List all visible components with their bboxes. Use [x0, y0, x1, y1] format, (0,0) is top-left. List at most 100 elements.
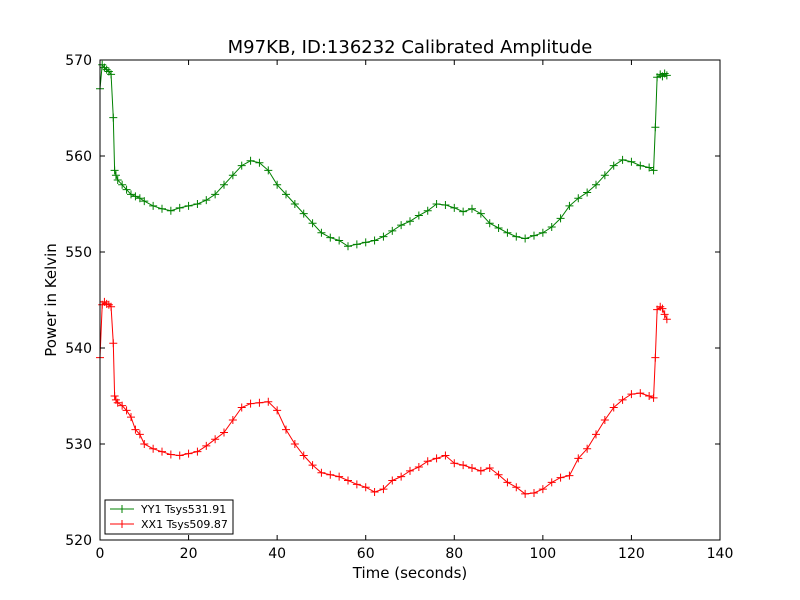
data-point: [166, 450, 175, 459]
data-point: [565, 201, 574, 210]
data-point: [627, 390, 636, 399]
data-point: [282, 425, 290, 434]
data-point: [184, 449, 193, 458]
data-point: [290, 440, 299, 448]
data-point: [441, 451, 450, 460]
data-point: [388, 476, 397, 485]
data-point: [135, 430, 144, 439]
data-point: [406, 217, 414, 226]
data-point: [459, 461, 468, 470]
data-point: [538, 228, 547, 237]
data-point: [107, 70, 116, 79]
data-point: [651, 123, 660, 132]
series-line: [99, 301, 668, 495]
data-point: [255, 158, 264, 167]
data-point: [476, 209, 485, 218]
legend-label: XX1 Tsys509.87: [141, 518, 228, 531]
data-point: [290, 200, 299, 208]
data-point: [175, 451, 184, 460]
data-point: [308, 219, 317, 228]
legend-box: [104, 499, 234, 535]
data-point: [131, 192, 140, 201]
y-tick-label: 530: [65, 437, 92, 453]
data-point: [264, 166, 273, 175]
data-point: [228, 171, 237, 180]
data-point: [379, 232, 388, 241]
x-axis-label: Time (seconds): [352, 564, 468, 582]
data-point: [255, 398, 264, 407]
series-layer: [96, 60, 671, 498]
data-point: [636, 161, 645, 170]
data-point: [547, 478, 556, 487]
data-point: [111, 171, 120, 180]
data-point: [237, 161, 246, 170]
data-point: [335, 236, 344, 245]
data-point: [388, 226, 397, 235]
data-point: [485, 219, 494, 228]
y-tick-label: 550: [65, 245, 92, 261]
data-point: [299, 451, 308, 460]
data-point: [503, 478, 512, 487]
data-point: [609, 403, 618, 412]
data-point: [118, 401, 127, 410]
data-point: [273, 180, 282, 189]
data-point: [166, 206, 175, 215]
x-tick-label: 140: [707, 546, 734, 562]
ticks-layer: 0 20 40 60 80 100 120 140 520 530 540 550 560 570: [65, 53, 733, 562]
data-point: [556, 473, 565, 482]
data-point: [450, 459, 459, 468]
data-point: [658, 304, 667, 313]
data-point: [140, 197, 149, 206]
data-point: [414, 463, 423, 472]
data-point: [220, 428, 228, 437]
y-tick-label: 570: [65, 53, 92, 69]
data-point: [184, 201, 193, 210]
data-point: [202, 441, 211, 450]
series-0: [96, 60, 671, 251]
data-point: [127, 413, 135, 422]
data-point: [202, 196, 211, 205]
data-point: [503, 228, 512, 237]
data-point: [379, 485, 388, 494]
data-point: [538, 485, 547, 494]
data-point: [512, 483, 521, 492]
data-point: [352, 480, 361, 489]
data-point: [468, 204, 476, 213]
data-point: [211, 190, 220, 199]
data-point: [521, 234, 530, 243]
data-point: [344, 242, 352, 251]
data-point: [414, 211, 423, 220]
data-point: [618, 395, 627, 404]
data-point: [512, 232, 521, 241]
data-point: [110, 166, 119, 175]
data-point: [246, 156, 255, 165]
x-tick-label: 100: [529, 546, 556, 562]
data-point: [476, 466, 485, 475]
data-point: [220, 180, 228, 189]
data-point: [273, 406, 282, 415]
data-point: [441, 200, 450, 209]
data-point: [158, 204, 166, 213]
y-tick-label: 560: [65, 149, 92, 165]
data-point: [450, 203, 459, 212]
data-point: [282, 190, 290, 199]
data-point: [432, 200, 441, 208]
data-point: [521, 489, 530, 498]
data-point: [344, 476, 352, 485]
data-point: [494, 470, 503, 479]
legend-entry: YY1 Tsys531.91: [110, 503, 226, 516]
data-point: [459, 207, 468, 216]
data-point: [530, 231, 538, 240]
data-point: [423, 457, 432, 466]
data-point: [326, 233, 335, 242]
data-point: [317, 468, 326, 477]
data-point: [326, 470, 335, 479]
data-point: [113, 176, 122, 184]
data-point: [609, 161, 618, 170]
data-point: [211, 435, 220, 444]
data-point: [370, 236, 379, 245]
data-point: [109, 339, 118, 348]
data-point: [574, 194, 583, 203]
data-point: [423, 206, 432, 215]
